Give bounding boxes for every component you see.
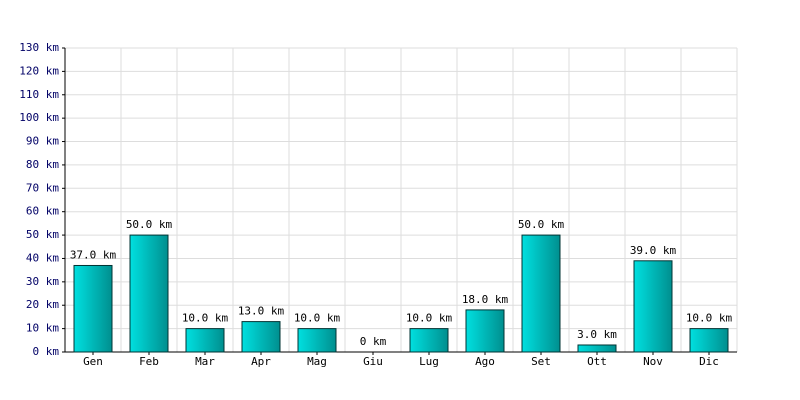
- x-tick-label: Mag: [307, 355, 327, 368]
- x-tick-label: Set: [531, 355, 551, 368]
- data-label: 10.0 km: [294, 312, 341, 325]
- y-tick-label: 80 km: [26, 158, 59, 171]
- bar: [689, 328, 729, 353]
- data-label: 37.0 km: [70, 248, 117, 261]
- x-tick-label: Ott: [587, 355, 607, 368]
- y-tick-label: 40 km: [26, 251, 59, 264]
- x-tick-label: Nov: [643, 355, 663, 368]
- y-tick-label: 20 km: [26, 298, 59, 311]
- x-tick-label: Ago: [475, 355, 495, 368]
- y-tick-label: 60 km: [26, 205, 59, 218]
- bar: [633, 260, 673, 353]
- x-tick-label: Lug: [419, 355, 439, 368]
- data-label: 0 km: [360, 335, 387, 348]
- data-label: 10.0 km: [406, 312, 453, 325]
- x-tick-label: Mar: [195, 355, 215, 368]
- y-tick-label: 30 km: [26, 275, 59, 288]
- data-label: 50.0 km: [126, 218, 173, 231]
- x-tick-label: Dic: [699, 355, 719, 368]
- y-tick-label: 130 km: [19, 41, 59, 54]
- bar: [521, 234, 561, 353]
- data-label: 50.0 km: [518, 218, 565, 231]
- x-tick-label: Gen: [83, 355, 103, 368]
- data-label: 39.0 km: [630, 244, 677, 257]
- y-tick-label: 90 km: [26, 135, 59, 148]
- y-tick-label: 50 km: [26, 228, 59, 241]
- bar: [465, 309, 505, 353]
- data-label: 10.0 km: [182, 312, 229, 325]
- bar: [577, 344, 617, 353]
- y-tick-label: 10 km: [26, 322, 59, 335]
- x-tick-label: Feb: [139, 355, 159, 368]
- data-label: 18.0 km: [462, 293, 509, 306]
- y-tick-label: 120 km: [19, 64, 59, 77]
- y-tick-label: 70 km: [26, 181, 59, 194]
- bar: [409, 328, 449, 353]
- data-label: 3.0 km: [577, 328, 617, 341]
- x-tick-label: Apr: [251, 355, 271, 368]
- y-tick-label: 0 km: [33, 345, 60, 358]
- data-label: 13.0 km: [238, 305, 285, 318]
- bar: [185, 328, 225, 353]
- y-tick-label: 110 km: [19, 88, 59, 101]
- y-tick-label: 100 km: [19, 111, 59, 124]
- bar: [241, 321, 281, 353]
- data-label: 10.0 km: [686, 312, 733, 325]
- bar: [129, 234, 169, 353]
- bar: [73, 264, 113, 353]
- x-tick-label: Giu: [363, 355, 383, 368]
- bar: [297, 328, 337, 353]
